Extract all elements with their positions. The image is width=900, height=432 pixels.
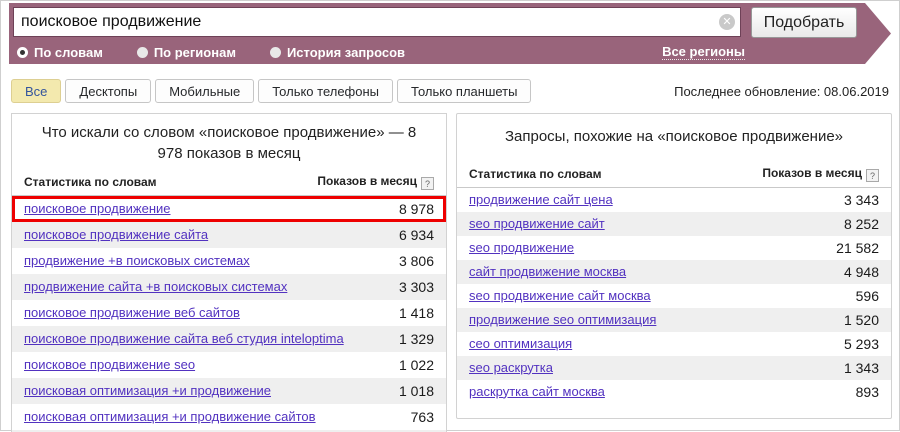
search-mode-tabs: По словам По регионам История запросов bbox=[17, 45, 405, 60]
keyword-link[interactable]: продвижение seo оптимизация bbox=[469, 311, 657, 327]
impressions-count: 1 022 bbox=[398, 357, 434, 374]
tab-tablets-only[interactable]: Только планшеты bbox=[397, 79, 532, 103]
tab-all[interactable]: Все bbox=[11, 79, 62, 103]
keyword-link[interactable]: поисковое продвижение seo bbox=[24, 357, 196, 373]
search-bar: ✕ Подобрать По словам По регионам Истори… bbox=[9, 3, 891, 64]
table-row: поисковое продвижение сайта 6 934 bbox=[12, 222, 446, 249]
column-words: Статистика по словам bbox=[469, 166, 602, 181]
impressions-count: 6 934 bbox=[398, 227, 434, 244]
keyword-link[interactable]: поисковое продвижение bbox=[24, 201, 171, 217]
radio-selected-icon[interactable] bbox=[17, 47, 28, 58]
keywords-panel: Что искали со словом «поисковое продвиже… bbox=[11, 113, 447, 432]
mode-by-regions[interactable]: По регионам bbox=[137, 45, 236, 60]
impressions-count: 5 293 bbox=[843, 335, 879, 352]
mode-label: По словам bbox=[34, 45, 103, 60]
impressions-count: 8 252 bbox=[843, 215, 879, 232]
submit-button[interactable]: Подобрать bbox=[751, 7, 857, 38]
mode-label: По регионам bbox=[153, 45, 236, 60]
device-filter-tabs: Все Десктопы Мобильные Только телефоны Т… bbox=[11, 79, 532, 103]
impressions-count: 8 978 bbox=[398, 201, 434, 218]
keyword-link[interactable]: seo продвижение сайт bbox=[469, 215, 605, 231]
table-row: поисковая оптимизация +и продвижение сай… bbox=[12, 404, 446, 430]
column-impressions: Показов в месяц? bbox=[317, 174, 434, 191]
table-row: seo продвижение сайт 8 252 bbox=[457, 211, 891, 236]
radio-icon[interactable] bbox=[137, 47, 148, 58]
table-row: seo продвижение сайт москва 596 bbox=[457, 284, 891, 308]
table-row: поисковое продвижение seo 1 022 bbox=[12, 352, 446, 378]
impressions-count: 3 343 bbox=[843, 191, 879, 208]
column-impressions: Показов в месяц? bbox=[762, 166, 879, 182]
table-header: Статистика по словам Показов в месяц? bbox=[12, 168, 446, 197]
keyword-link[interactable]: раскрутка сайт москва bbox=[469, 383, 605, 399]
table-row: продвижение +в поисковых системах 3 806 bbox=[12, 248, 446, 274]
table-row: seo раскрутка 1 343 bbox=[457, 355, 891, 380]
keyword-link[interactable]: seo раскрутка bbox=[469, 359, 553, 375]
impressions-count: 1 418 bbox=[398, 305, 434, 322]
table-row: поисковое продвижение сайта веб студия i… bbox=[12, 326, 446, 353]
similar-queries-table: продвижение сайт цена 3 343 seo продвижени… bbox=[457, 188, 891, 404]
keyword-link[interactable]: продвижение сайта +в поисковых системах bbox=[24, 279, 288, 295]
help-icon[interactable]: ? bbox=[421, 177, 434, 191]
table-row: продвижение seo оптимизация 1 520 bbox=[457, 307, 891, 332]
mode-label: История запросов bbox=[286, 45, 406, 60]
keyword-link[interactable]: seo продвижение bbox=[469, 239, 575, 255]
mode-query-history[interactable]: История запросов bbox=[270, 45, 405, 60]
last-update-text: Последнее обновление: 08.06.2019 bbox=[674, 84, 889, 99]
impressions-count: 3 303 bbox=[398, 279, 434, 296]
tab-desktops[interactable]: Десктопы bbox=[65, 79, 152, 103]
tab-mobile[interactable]: Мобильные bbox=[155, 79, 255, 103]
all-regions-link[interactable]: Все регионы bbox=[662, 44, 745, 59]
impressions-count: 3 806 bbox=[398, 253, 434, 270]
impressions-count: 893 bbox=[855, 383, 879, 400]
clear-search-icon[interactable]: ✕ bbox=[719, 14, 735, 30]
keyword-link[interactable]: сайт продвижение москва bbox=[469, 263, 627, 279]
impressions-count: 21 582 bbox=[836, 239, 879, 256]
impressions-count: 1 329 bbox=[398, 331, 434, 348]
table-row: продвижение сайта +в поисковых системах 3… bbox=[12, 274, 446, 301]
keyword-link[interactable]: сео оптимизация bbox=[469, 335, 573, 351]
table-row: поисковая оптимизация +и продвижение 1 01… bbox=[12, 378, 446, 405]
table-row: сео оптимизация 5 293 bbox=[457, 332, 891, 356]
keywords-table: поисковое продвижение 8 978 поисковое прод… bbox=[12, 196, 446, 430]
impressions-count: 1 520 bbox=[843, 311, 879, 328]
table-row: раскрутка сайт москва 893 bbox=[457, 380, 891, 404]
table-row: поисковое продвижение 8 978 bbox=[12, 196, 446, 223]
keyword-link[interactable]: поисковое продвижение веб сайтов bbox=[24, 305, 240, 321]
similar-panel-title: Запросы, похожие на «поисковое продвижен… bbox=[504, 128, 844, 145]
help-icon[interactable]: ? bbox=[866, 168, 879, 182]
table-row: поисковое продвижение веб сайтов 1 418 bbox=[12, 300, 446, 326]
search-input[interactable] bbox=[13, 7, 741, 37]
impressions-count: 596 bbox=[855, 287, 879, 304]
radio-icon[interactable] bbox=[270, 47, 281, 58]
mode-by-words[interactable]: По словам bbox=[17, 45, 103, 60]
keyword-link[interactable]: поисковое продвижение сайта bbox=[24, 227, 209, 243]
impressions-count: 1 343 bbox=[843, 359, 879, 376]
keyword-link[interactable]: seo продвижение сайт москва bbox=[469, 287, 651, 303]
impressions-count: 763 bbox=[410, 409, 434, 426]
tab-phones-only[interactable]: Только телефоны bbox=[258, 79, 394, 103]
column-words: Статистика по словам bbox=[24, 175, 157, 190]
similar-queries-panel: Запросы, похожие на «поисковое продвижен… bbox=[456, 113, 892, 419]
keywords-panel-title: Что искали со словом «поисковое продвиже… bbox=[41, 124, 417, 162]
keyword-link[interactable]: продвижение сайт цена bbox=[469, 191, 613, 207]
table-row: продвижение сайт цена 3 343 bbox=[457, 188, 891, 212]
table-header: Статистика по словам Показов в месяц? bbox=[457, 160, 891, 188]
keyword-link[interactable]: продвижение +в поисковых системах bbox=[24, 253, 250, 269]
impressions-count: 1 018 bbox=[398, 383, 434, 400]
keyword-link[interactable]: поисковая оптимизация +и продвижение сай… bbox=[24, 409, 316, 425]
keyword-link[interactable]: поисковое продвижение сайта веб студия i… bbox=[24, 331, 344, 347]
impressions-count: 4 948 bbox=[843, 263, 879, 280]
table-row: сайт продвижение москва 4 948 bbox=[457, 259, 891, 284]
keyword-link[interactable]: поисковая оптимизация +и продвижение bbox=[24, 383, 271, 399]
table-row: seo продвижение 21 582 bbox=[457, 236, 891, 260]
